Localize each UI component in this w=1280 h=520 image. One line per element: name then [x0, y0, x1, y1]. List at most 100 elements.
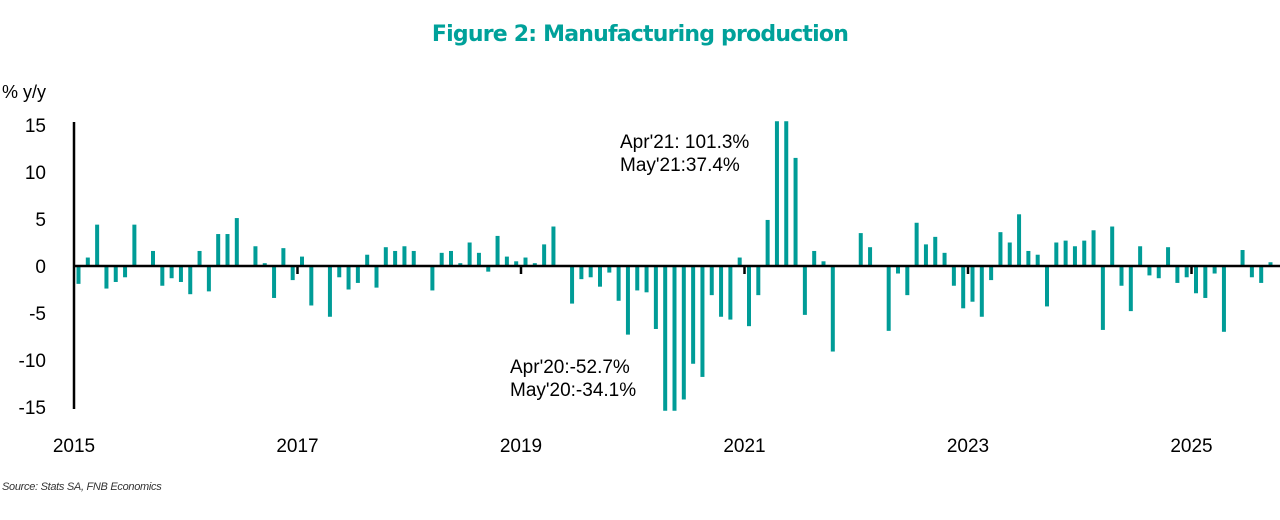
x-tick-label: 2015	[53, 436, 95, 457]
bar-2018-05	[449, 250, 453, 266]
bar-2021-09	[821, 261, 826, 266]
x-axis-ticks: 2015 2017 2019 2021 2023 2025	[53, 266, 1213, 457]
bar-2020-05	[672, 266, 677, 411]
bar-2016-11	[281, 248, 286, 266]
bar-2016-12	[290, 266, 295, 281]
bar-2020-10	[719, 266, 724, 317]
bar-2018-08	[476, 252, 481, 266]
bar-2023-03	[989, 266, 994, 281]
bar-2015-07	[132, 224, 137, 266]
bar-2022-12	[961, 266, 966, 309]
bar-2018-04	[439, 252, 444, 266]
bar-2016-10	[272, 266, 277, 298]
bar-2020-01	[635, 266, 640, 291]
y-tick-label: -10	[19, 351, 46, 372]
bar-2023-12	[1072, 246, 1077, 266]
bar-2023-08	[1035, 254, 1040, 266]
bar-series	[76, 121, 1273, 411]
bar-2021-03	[765, 219, 770, 266]
bar-2018-07	[467, 242, 472, 266]
annotation-apr20-line1: Apr'20:-52.7%	[510, 357, 630, 378]
bar-2024-02	[1091, 230, 1096, 266]
bar-2022-05	[896, 266, 900, 274]
bar-2015-09	[151, 250, 155, 266]
bar-2025-06	[1240, 250, 1245, 266]
y-tick-label: 15	[25, 116, 46, 137]
bar-2020-11	[728, 266, 733, 320]
y-tick-label: 0	[35, 257, 46, 278]
bar-2018-11	[504, 256, 509, 266]
bar-2025-01	[1194, 266, 1198, 294]
bar-2015-06	[123, 266, 128, 278]
bar-2017-08	[365, 254, 370, 266]
bar-2015-03	[95, 224, 100, 266]
bar-2019-11	[616, 266, 621, 301]
x-tick-label: 2023	[947, 436, 989, 457]
bar-2024-03	[1100, 266, 1105, 330]
y-tick-label: 5	[35, 210, 46, 231]
bar-2021-08	[812, 250, 817, 266]
bar-2015-12	[178, 266, 183, 282]
bar-2022-11	[951, 266, 956, 286]
bar-2017-05	[337, 266, 342, 278]
bar-2020-02	[644, 266, 649, 293]
bar-2019-01	[523, 257, 528, 266]
bar-2023-05	[1007, 242, 1012, 266]
bar-2024-04	[1110, 226, 1115, 266]
x-tick-label: 2021	[723, 436, 765, 457]
annotation-apr21-line1: Apr'21: 101.3%	[620, 132, 749, 153]
bar-2015-02	[85, 257, 90, 266]
annotation-apr20-line2: May'20:-34.1%	[510, 380, 636, 401]
bar-2021-04	[774, 121, 779, 267]
bar-2022-01	[858, 233, 863, 266]
bar-2016-05	[225, 234, 230, 266]
bar-2019-08	[588, 266, 593, 278]
bar-2023-10	[1054, 242, 1059, 266]
bar-2019-02	[532, 263, 537, 266]
x-tick-label: 2019	[500, 436, 542, 457]
bar-2022-02	[868, 247, 873, 266]
bar-2019-09	[598, 266, 602, 287]
bar-2023-11	[1063, 240, 1068, 266]
bar-2019-06	[570, 266, 575, 304]
y-axis-ticks: 15 10 5 0 -5 -10 -15	[19, 116, 46, 419]
bar-2021-02	[756, 266, 761, 296]
bar-2023-04	[998, 232, 1003, 266]
bar-2023-07	[1026, 250, 1031, 266]
bar-2021-07	[802, 266, 807, 315]
bar-2017-12	[402, 246, 407, 266]
bar-2015-04	[104, 266, 109, 289]
bar-2024-07	[1138, 246, 1143, 266]
bar-2020-07	[691, 266, 696, 364]
bar-2022-04	[886, 266, 891, 331]
bar-2018-12	[514, 261, 519, 266]
bar-2016-08	[253, 246, 258, 266]
bar-2018-03	[430, 266, 435, 291]
bar-2024-11	[1175, 266, 1180, 283]
bar-2020-12	[737, 257, 742, 266]
bar-2016-06	[234, 218, 239, 266]
bar-2016-02	[197, 250, 202, 266]
bar-2015-11	[169, 266, 174, 279]
bar-2022-06	[905, 266, 910, 296]
bar-2018-01	[411, 250, 416, 266]
bar-2019-03	[542, 244, 547, 266]
bar-2017-11	[393, 250, 398, 266]
bar-2016-01	[188, 266, 193, 295]
bar-2019-04	[551, 226, 556, 266]
bar-2018-10	[495, 235, 500, 266]
x-tick-label: 2025	[1170, 436, 1212, 457]
chart-title: Figure 2: Manufacturing production	[432, 22, 848, 47]
bar-2024-12	[1184, 266, 1189, 278]
bar-2017-02	[309, 266, 314, 306]
bar-2019-10	[607, 266, 612, 273]
bar-2025-09	[1268, 262, 1273, 266]
bar-2021-10	[830, 266, 835, 352]
y-tick-label: -15	[19, 398, 46, 419]
bar-2020-06	[681, 266, 686, 400]
bar-2015-05	[113, 266, 118, 282]
bar-2019-12	[625, 266, 630, 335]
bar-2022-08	[923, 244, 928, 266]
bar-2025-08	[1259, 266, 1264, 283]
